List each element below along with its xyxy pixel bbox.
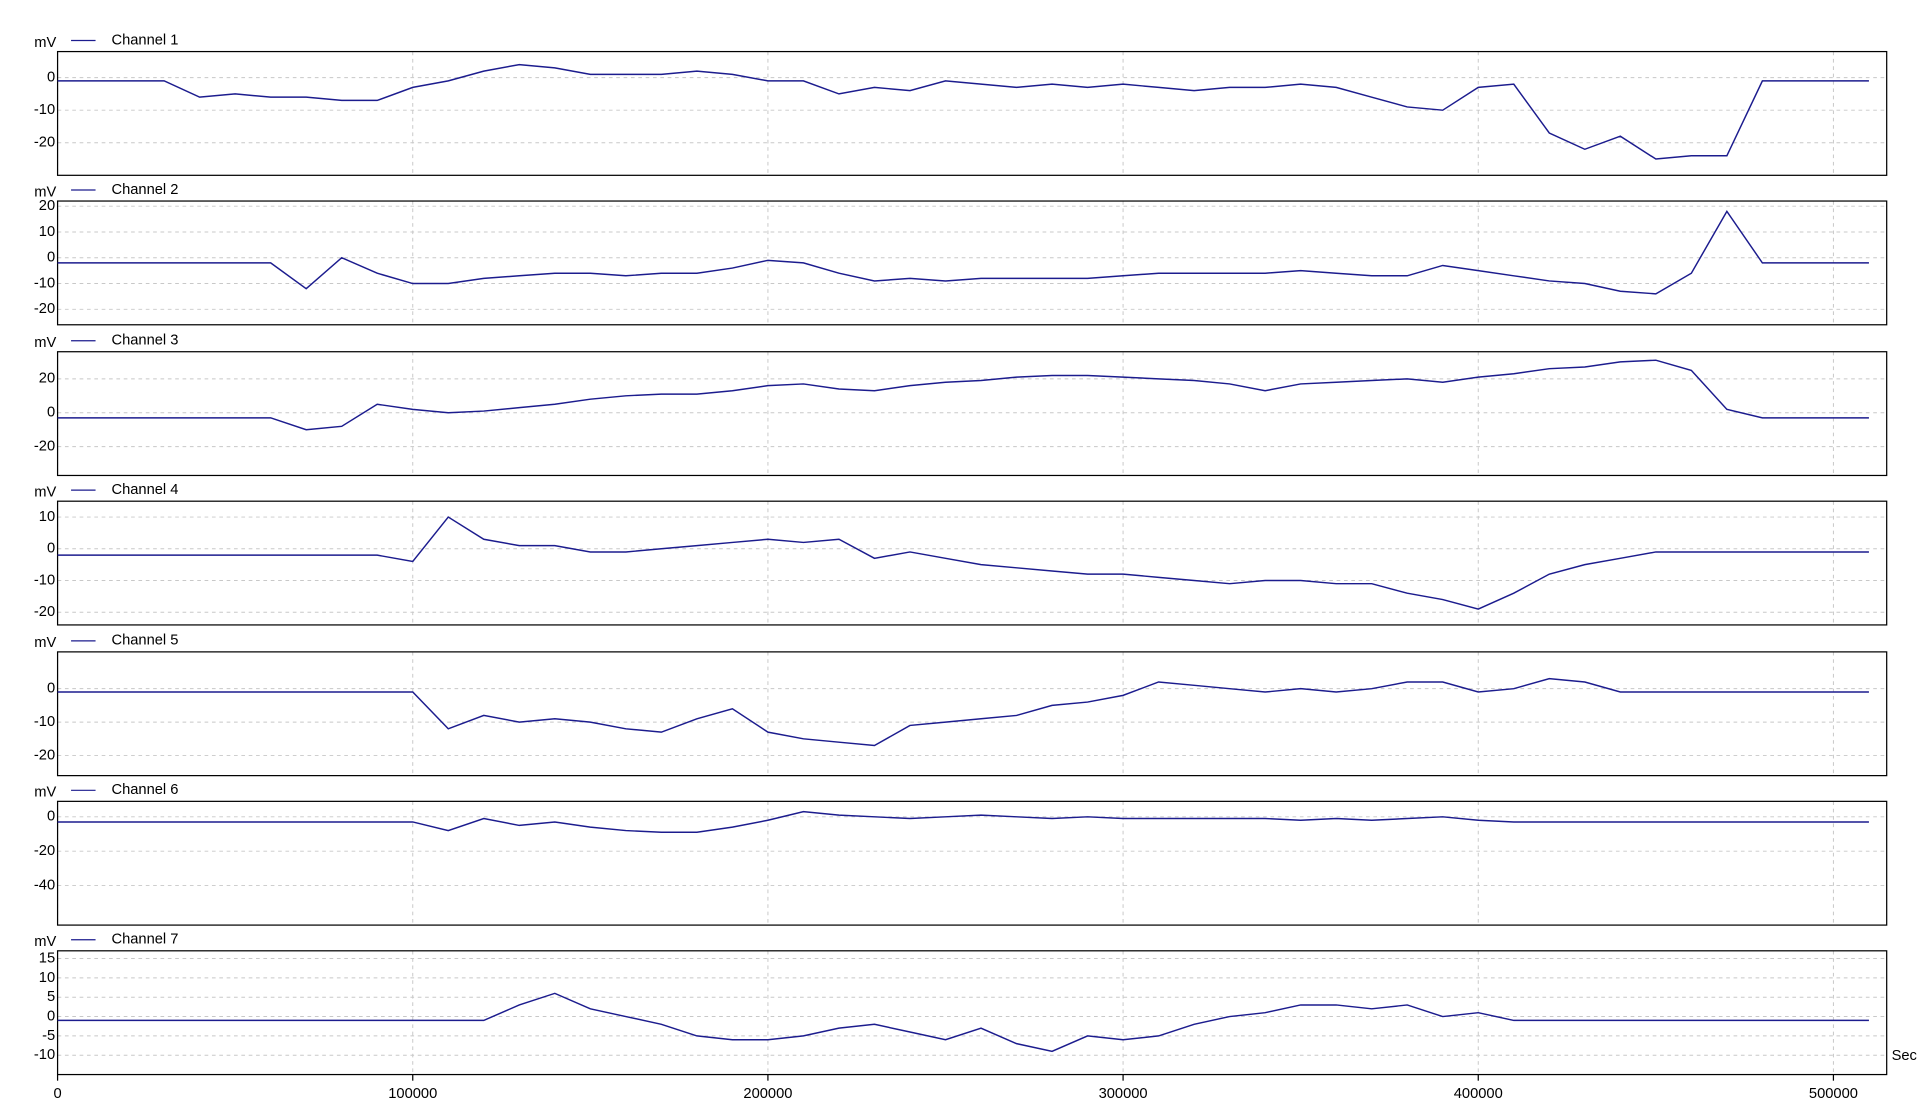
y-tick-label: -10 bbox=[34, 1047, 55, 1063]
plot-frame bbox=[56, 950, 1888, 1076]
y-tick-label: 5 bbox=[47, 989, 55, 1005]
x-axis-label: Sec bbox=[1892, 1048, 1917, 1064]
x-tick-label: 200000 bbox=[743, 1086, 792, 1102]
y-tick-label: 20 bbox=[39, 371, 55, 387]
y-tick-label: -20 bbox=[34, 135, 55, 151]
plot-frame bbox=[56, 800, 1888, 926]
series-line bbox=[57, 63, 1869, 160]
plot-frame bbox=[56, 500, 1888, 626]
y-tick-label: 0 bbox=[47, 70, 55, 86]
y-tick-label: -10 bbox=[34, 275, 55, 291]
y-tick-label: -40 bbox=[34, 877, 55, 893]
y-tick-label: 10 bbox=[39, 970, 55, 986]
y-axis-label: mV bbox=[34, 934, 56, 950]
y-tick-label: -20 bbox=[34, 301, 55, 317]
y-tick-label: 15 bbox=[39, 950, 55, 966]
y-tick-label: 20 bbox=[39, 198, 55, 214]
legend-label: Channel 6 bbox=[111, 782, 178, 798]
y-tick-label: -5 bbox=[42, 1028, 55, 1044]
legend-label: Channel 2 bbox=[111, 182, 178, 198]
series-line bbox=[57, 209, 1869, 295]
legend-label: Channel 1 bbox=[111, 32, 178, 48]
y-axis-label: mV bbox=[34, 35, 56, 51]
series-line bbox=[57, 359, 1869, 431]
y-axis-label: mV bbox=[34, 635, 56, 651]
plot-frame bbox=[56, 50, 1888, 176]
y-tick-label: -20 bbox=[34, 843, 55, 859]
series-line bbox=[57, 516, 1869, 610]
y-axis-label: mV bbox=[34, 335, 56, 351]
y-tick-label: 0 bbox=[47, 250, 55, 266]
y-tick-label: 0 bbox=[47, 541, 55, 557]
legend-label: Channel 4 bbox=[111, 482, 178, 498]
y-tick-label: -10 bbox=[34, 714, 55, 730]
x-tick-label: 100000 bbox=[388, 1086, 437, 1102]
plot-frame bbox=[56, 651, 1888, 777]
y-tick-label: -20 bbox=[34, 439, 55, 455]
x-tick-label: 0 bbox=[53, 1086, 61, 1102]
y-axis-label: mV bbox=[34, 785, 56, 801]
plot-frame bbox=[56, 200, 1888, 326]
series-line bbox=[57, 810, 1869, 834]
y-tick-label: -20 bbox=[34, 747, 55, 763]
y-tick-label: 0 bbox=[47, 405, 55, 421]
series-line bbox=[57, 677, 1869, 747]
plot-frame bbox=[56, 351, 1888, 477]
legend-label: Channel 7 bbox=[111, 932, 178, 948]
y-tick-label: 0 bbox=[47, 681, 55, 697]
y-tick-label: -10 bbox=[34, 572, 55, 588]
legend-label: Channel 3 bbox=[111, 333, 178, 349]
legend-label: Channel 5 bbox=[111, 633, 178, 649]
y-axis-label: mV bbox=[34, 184, 56, 200]
x-tick-label: 400000 bbox=[1454, 1086, 1503, 1102]
y-tick-label: 10 bbox=[39, 224, 55, 240]
x-tick-label: 500000 bbox=[1809, 1086, 1858, 1102]
y-tick-label: -10 bbox=[34, 102, 55, 118]
y-tick-label: 0 bbox=[47, 809, 55, 825]
y-tick-label: 10 bbox=[39, 509, 55, 525]
x-tick-label: 300000 bbox=[1099, 1086, 1148, 1102]
series-line bbox=[57, 992, 1869, 1053]
y-tick-label: 0 bbox=[47, 1008, 55, 1024]
y-tick-label: -20 bbox=[34, 604, 55, 620]
y-axis-label: mV bbox=[34, 485, 56, 501]
